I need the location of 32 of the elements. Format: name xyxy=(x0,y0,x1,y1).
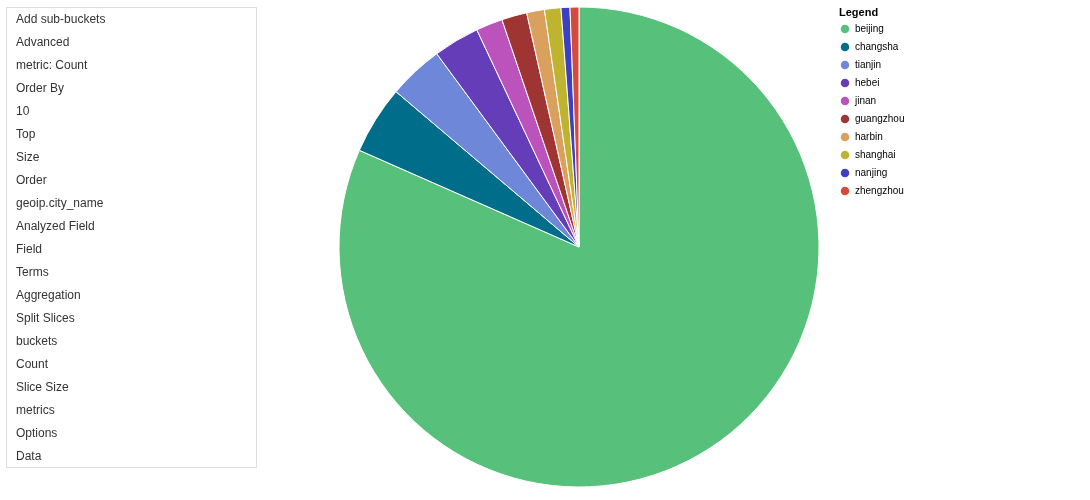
text: Order By xyxy=(16,80,65,95)
text: Count xyxy=(16,356,49,371)
legend-label: nanjing xyxy=(855,167,888,178)
text: 10 xyxy=(16,103,30,118)
text: Add sub-buckets xyxy=(16,11,106,26)
text: Size xyxy=(16,149,40,164)
text: Aggregation xyxy=(16,287,81,302)
text: Field xyxy=(16,241,43,256)
text: Analyzed Field xyxy=(16,218,95,233)
legend-label: hebei xyxy=(855,77,880,88)
text: Slice Size xyxy=(16,379,70,394)
text: Options xyxy=(16,425,58,440)
text: Split Slices xyxy=(16,310,75,325)
legend-label: zhengzhou xyxy=(855,185,904,196)
text: Order xyxy=(16,172,47,187)
legend-label: beijing xyxy=(855,23,884,34)
text: geoip.city_name xyxy=(16,195,104,210)
text: Top xyxy=(16,126,36,141)
legend-label: guangzhou xyxy=(855,113,905,124)
legend-label: jinan xyxy=(854,95,877,106)
legend-label: shanghai xyxy=(855,149,896,160)
legend-label: tianjin xyxy=(855,59,882,70)
legend-title: Legend xyxy=(839,6,879,18)
text: buckets xyxy=(16,333,58,348)
text: Data xyxy=(16,448,42,463)
text: Terms xyxy=(16,264,49,279)
text: Advanced xyxy=(16,34,70,49)
text: metric: Count xyxy=(16,57,89,72)
pie-slice xyxy=(338,6,820,488)
legend-label: changsha xyxy=(855,41,899,52)
legend-label: harbin xyxy=(855,131,883,142)
text: metrics xyxy=(16,402,55,417)
